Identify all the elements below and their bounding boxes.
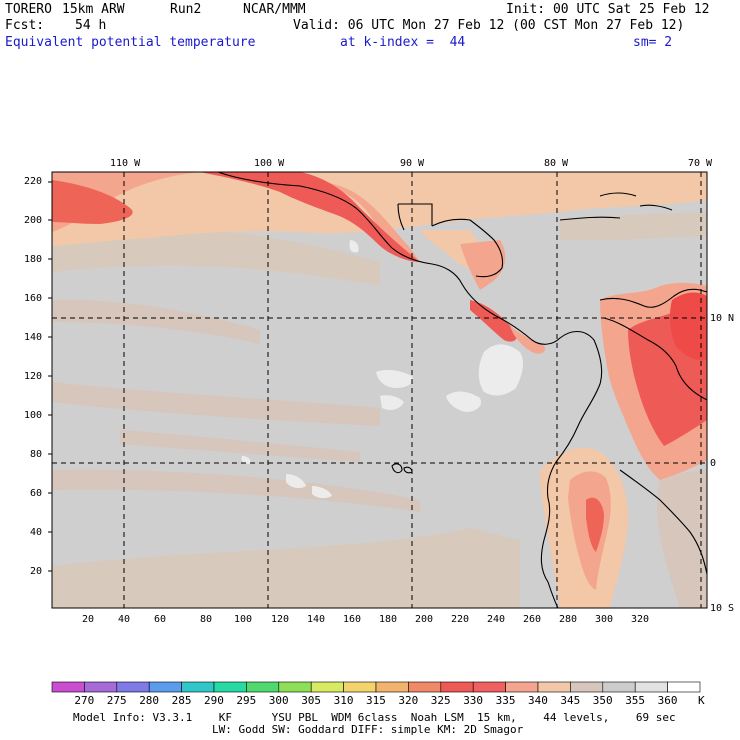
x-tick-label: 120 bbox=[271, 614, 290, 625]
colorbar-level-label: 345 bbox=[560, 694, 581, 707]
colorbar-swatch bbox=[440, 681, 474, 693]
colorbar-swatch bbox=[181, 681, 215, 693]
lat-label-10n: 10 N bbox=[710, 313, 735, 324]
colorbar-level-label: 355 bbox=[625, 694, 646, 707]
x-tick-label: 40 bbox=[118, 614, 131, 625]
valid-time: Valid: 06 UTC Mon 27 Feb 12 (00 CST Mon … bbox=[293, 18, 685, 33]
x-tick-label: 280 bbox=[559, 614, 578, 625]
y-tick-label: 60 bbox=[30, 488, 43, 499]
colorbar-swatch bbox=[148, 681, 182, 693]
colorbar-unit: K bbox=[698, 694, 705, 707]
x-tick-label: 140 bbox=[307, 614, 326, 625]
colorbar-swatch bbox=[343, 681, 377, 693]
forecast-label: Fcst: bbox=[5, 18, 45, 33]
colorbar-swatch bbox=[472, 681, 506, 693]
colorbar-swatch bbox=[634, 681, 668, 693]
x-tick-label: 220 bbox=[451, 614, 470, 625]
colorbar-level-label: 300 bbox=[268, 694, 289, 707]
colorbar-swatch bbox=[51, 681, 85, 693]
colorbar-level-label: 285 bbox=[171, 694, 192, 707]
model-resolution: 15km ARW bbox=[62, 2, 125, 17]
smoothing-label: sm= 2 bbox=[633, 35, 673, 50]
colorbar-swatch bbox=[537, 681, 571, 693]
x-tick-label: 320 bbox=[631, 614, 650, 625]
map-field bbox=[52, 172, 707, 608]
colorbar-level-label: 360 bbox=[657, 694, 678, 707]
field-name: Equivalent potential temperature bbox=[5, 35, 256, 50]
lon-label-110w: 110 W bbox=[110, 158, 141, 169]
y-tick-label: 100 bbox=[24, 410, 43, 421]
y-tick-label: 20 bbox=[30, 566, 43, 577]
x-tick-label: 20 bbox=[82, 614, 95, 625]
colorbar-level-label: 330 bbox=[463, 694, 484, 707]
colorbar-swatch bbox=[505, 681, 539, 693]
map-frame bbox=[51, 171, 708, 609]
colorbar-swatch bbox=[84, 681, 118, 693]
colorbar-level-label: 325 bbox=[430, 694, 451, 707]
x-tick-label: 260 bbox=[523, 614, 542, 625]
colorbar-level-label: 305 bbox=[301, 694, 322, 707]
model-name: TORERO bbox=[5, 2, 52, 17]
colorbar-swatch bbox=[213, 681, 247, 693]
x-tick-label: 80 bbox=[200, 614, 213, 625]
x-tick-label: 100 bbox=[234, 614, 253, 625]
colorbar-level-label: 340 bbox=[528, 694, 548, 707]
colorbar-level-label: 315 bbox=[366, 694, 386, 707]
colorbar-level-label: 270 bbox=[74, 694, 95, 707]
forecast-hours: 54 h bbox=[75, 18, 107, 33]
lon-label-80w: 80 W bbox=[544, 158, 569, 169]
x-tick-label: 300 bbox=[595, 614, 614, 625]
colorbar-level-label: 335 bbox=[495, 694, 516, 707]
colorbar-level-label: 280 bbox=[139, 694, 160, 707]
colorbar-swatch bbox=[570, 681, 604, 693]
colorbar-swatch bbox=[278, 681, 312, 693]
colorbar-level-label: 350 bbox=[592, 694, 613, 707]
init-time: Init: 00 UTC Sat 25 Feb 12 bbox=[506, 2, 710, 17]
org-label: NCAR/MMM bbox=[243, 2, 306, 17]
y-tick-label: 140 bbox=[24, 332, 43, 343]
colorbar bbox=[51, 681, 701, 693]
x-tick-label: 60 bbox=[154, 614, 167, 625]
y-tick-label: 40 bbox=[30, 527, 43, 538]
y-tick-label: 220 bbox=[24, 176, 43, 187]
colorbar-swatch bbox=[116, 681, 150, 693]
y-tick-label: 120 bbox=[24, 371, 43, 382]
colorbar-level-label: 295 bbox=[236, 694, 257, 707]
model-physics-line: LW: Godd SW: Goddard DIFF: simple KM: 2D… bbox=[212, 723, 524, 736]
colorbar-swatch bbox=[310, 681, 344, 693]
colorbar-swatch bbox=[246, 681, 280, 693]
y-tick-label: 180 bbox=[24, 254, 43, 265]
y-tick-label: 80 bbox=[30, 449, 43, 460]
colorbar-level-label: 310 bbox=[333, 694, 354, 707]
colorbar-swatch bbox=[375, 681, 409, 693]
lat-label-10s: 10 S bbox=[710, 603, 735, 614]
x-tick-label: 180 bbox=[379, 614, 398, 625]
colorbar-level-label: 290 bbox=[204, 694, 224, 707]
y-tick-label: 160 bbox=[24, 293, 43, 304]
x-tick-label: 160 bbox=[343, 614, 362, 625]
colorbar-swatch bbox=[602, 681, 636, 693]
lon-label-70w: 70 W bbox=[688, 158, 713, 169]
model-info-line: Model Info: V3.3.1 KF YSU PBL WDM 6class… bbox=[73, 711, 676, 724]
colorbar-level-label: 275 bbox=[106, 694, 127, 707]
lon-label-90w: 90 W bbox=[400, 158, 425, 169]
level-label: at k-index = 44 bbox=[340, 35, 466, 50]
colorbar-swatch bbox=[667, 681, 701, 693]
y-tick-label: 200 bbox=[24, 215, 43, 226]
x-tick-label: 200 bbox=[415, 614, 434, 625]
map-ticks bbox=[48, 181, 52, 572]
lon-label-100w: 100 W bbox=[254, 158, 285, 169]
lat-label-0: 0 bbox=[710, 458, 717, 469]
colorbar-level-label: 320 bbox=[398, 694, 419, 707]
colorbar-swatch bbox=[408, 681, 442, 693]
run-label: Run2 bbox=[170, 2, 202, 17]
x-tick-label: 240 bbox=[487, 614, 506, 625]
